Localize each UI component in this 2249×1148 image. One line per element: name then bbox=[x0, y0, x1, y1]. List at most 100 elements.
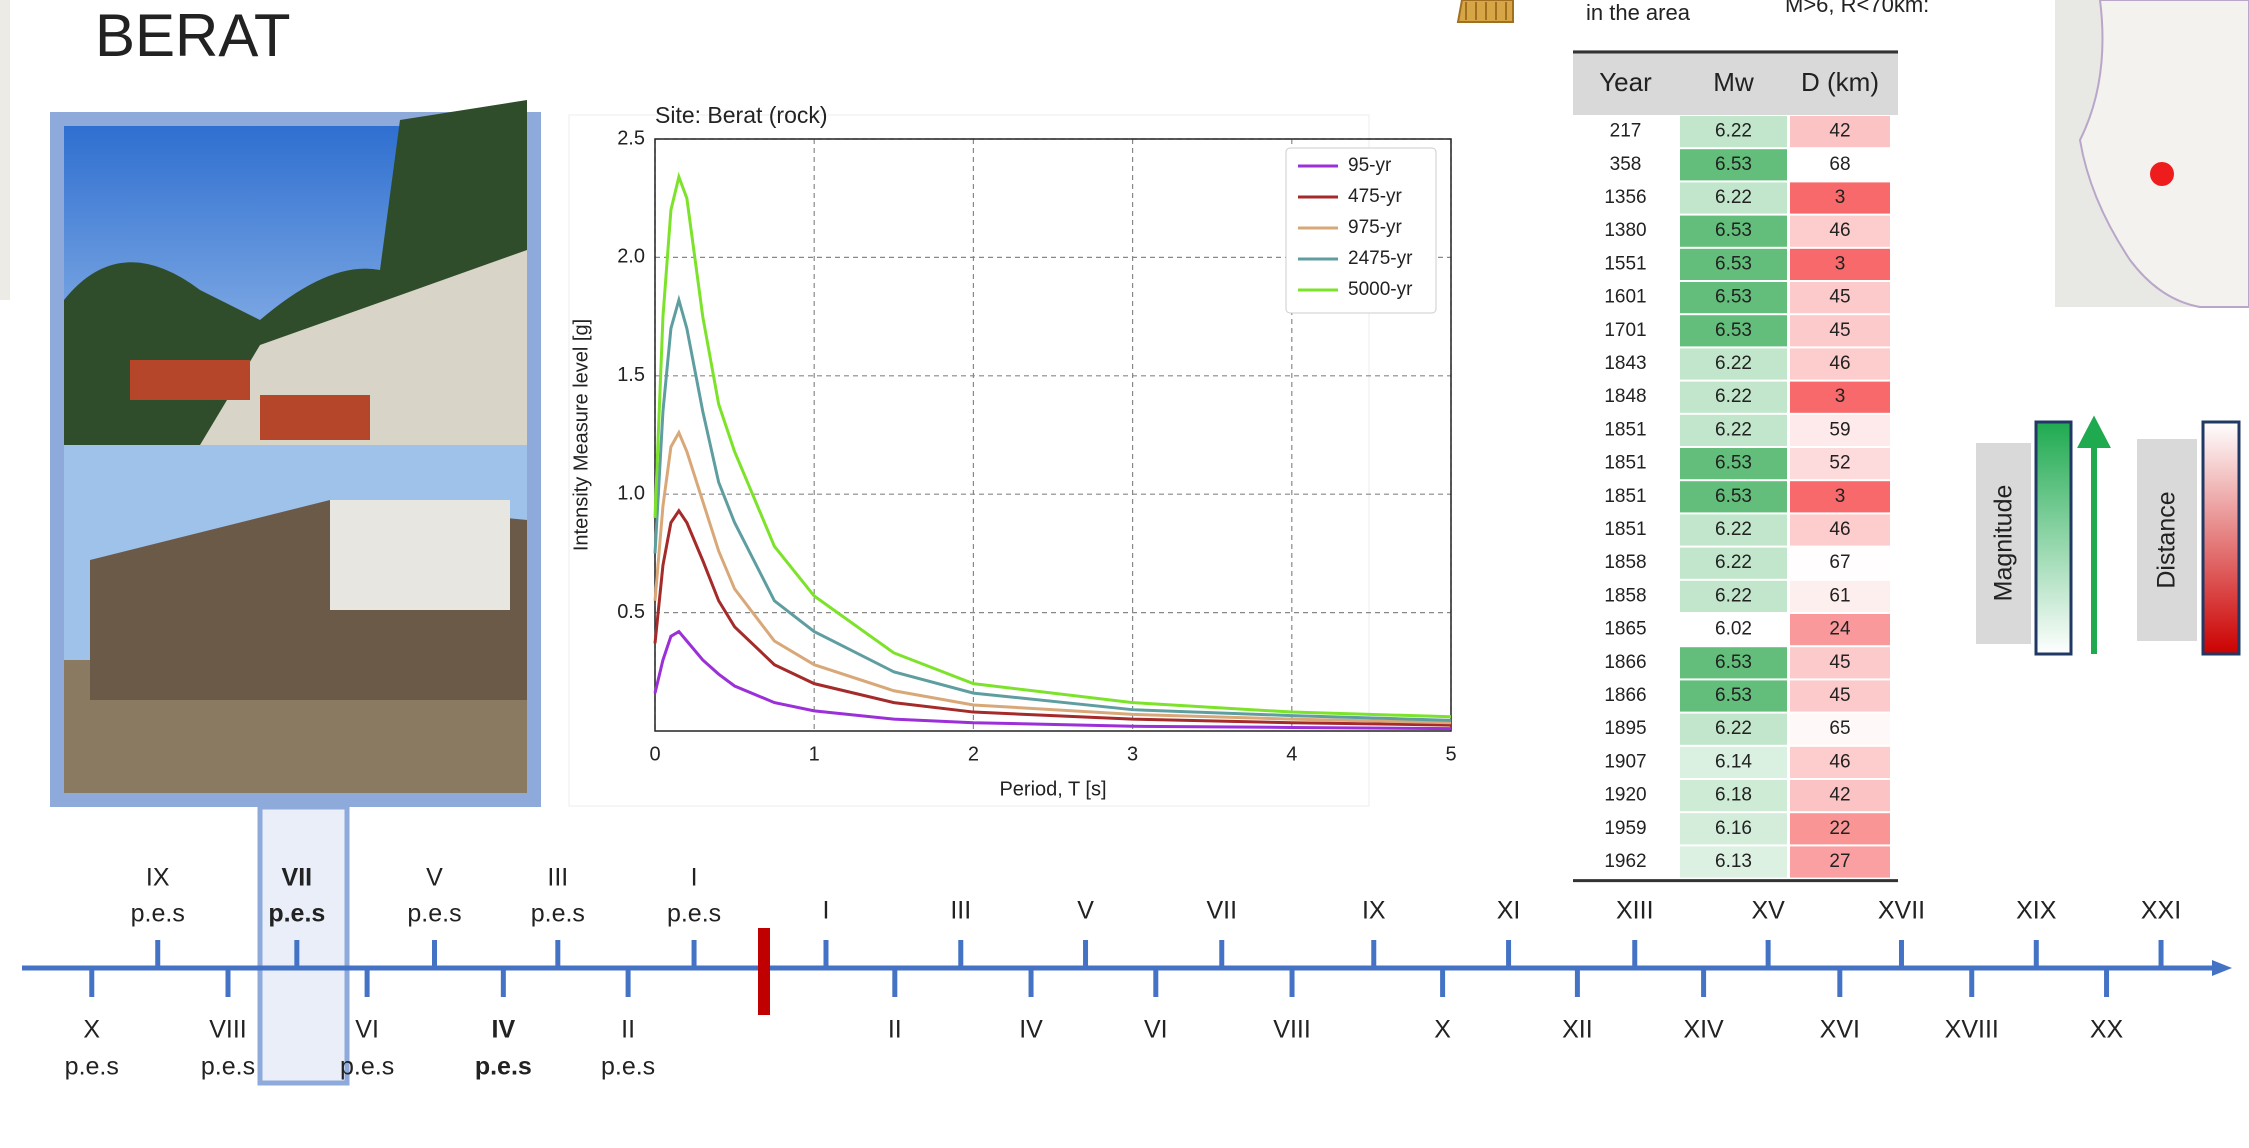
table-cell: 1858 bbox=[1604, 585, 1646, 606]
table-cell: 1851 bbox=[1604, 453, 1646, 474]
table-cell: 3 bbox=[1835, 253, 1846, 274]
century-label: XIII bbox=[1616, 897, 1654, 925]
century-label: VIII bbox=[1273, 1016, 1311, 1044]
d-cell bbox=[1790, 414, 1890, 446]
table-cell: 6.22 bbox=[1715, 552, 1752, 573]
table-header-bg bbox=[1573, 50, 1898, 115]
table-cell: 358 bbox=[1610, 154, 1642, 175]
x-tick-label: 0 bbox=[649, 743, 660, 765]
mw-cell bbox=[1680, 846, 1787, 878]
table-cell: 1356 bbox=[1604, 187, 1646, 208]
table-cell: 6.53 bbox=[1715, 685, 1752, 706]
mw-cell bbox=[1680, 713, 1787, 745]
era-suffix: p.e.s bbox=[407, 900, 461, 928]
era-suffix: p.e.s bbox=[268, 900, 325, 928]
era-numeral: II bbox=[621, 1016, 635, 1044]
d-cell bbox=[1790, 713, 1890, 745]
mw-cell bbox=[1680, 514, 1787, 546]
mw-cell bbox=[1680, 481, 1787, 513]
table-cell: 6.22 bbox=[1715, 386, 1752, 407]
d-cell bbox=[1790, 846, 1890, 878]
era-divider bbox=[758, 928, 770, 1015]
y-tick-label: 2.5 bbox=[617, 127, 645, 149]
d-cell bbox=[1790, 547, 1890, 579]
table-cell: 6.02 bbox=[1715, 619, 1752, 640]
roof bbox=[260, 395, 370, 440]
mw-cell bbox=[1680, 182, 1787, 214]
note-criteria: M>6, R<70km: bbox=[1785, 0, 1929, 17]
table-cell: 67 bbox=[1829, 552, 1850, 573]
site-marker bbox=[2150, 162, 2174, 186]
era-numeral: VI bbox=[355, 1016, 379, 1044]
distance-key-bg bbox=[2137, 439, 2197, 641]
table-cell: 1907 bbox=[1604, 751, 1646, 772]
table-cell: 1380 bbox=[1604, 220, 1646, 241]
magnitude-bar bbox=[2034, 420, 2073, 656]
monument-icon bbox=[1456, 0, 1514, 23]
table-cell: 46 bbox=[1829, 519, 1850, 540]
era-numeral: VIII bbox=[209, 1016, 247, 1044]
table-cell: 6.53 bbox=[1715, 287, 1752, 308]
century-label: X bbox=[1434, 1016, 1451, 1044]
century-label: IX bbox=[1362, 897, 1386, 925]
table-cell: 1866 bbox=[1604, 652, 1646, 673]
era-suffix: p.e.s bbox=[531, 900, 585, 928]
table-cell: 1959 bbox=[1604, 818, 1646, 839]
d-cell bbox=[1790, 614, 1890, 646]
series-line bbox=[653, 429, 1452, 725]
table-header: Year bbox=[1599, 67, 1652, 97]
century-label: XV bbox=[1751, 897, 1785, 925]
x-tick-label: 2 bbox=[968, 743, 979, 765]
table-cell: 6.22 bbox=[1715, 718, 1752, 739]
mw-cell bbox=[1680, 813, 1787, 845]
d-cell bbox=[1790, 680, 1890, 712]
distance-bar bbox=[2201, 420, 2241, 656]
table-cell: 45 bbox=[1829, 287, 1850, 308]
legend-label: 475-yr bbox=[1348, 186, 1403, 207]
table-cell: 6.53 bbox=[1715, 220, 1752, 241]
plot-frame bbox=[654, 138, 1452, 732]
century-label: XVIII bbox=[1945, 1016, 1999, 1044]
table-cell: 1920 bbox=[1604, 785, 1646, 806]
upper-floor bbox=[330, 500, 510, 610]
century-label: III bbox=[950, 897, 971, 925]
d-cell bbox=[1790, 248, 1890, 280]
d-cell bbox=[1790, 348, 1890, 380]
table-cell: 65 bbox=[1829, 718, 1850, 739]
table-cell: 6.53 bbox=[1715, 652, 1752, 673]
x-tick-label: 5 bbox=[1445, 743, 1456, 765]
mw-cell bbox=[1680, 414, 1787, 446]
magnitude-key-label: Magnitude bbox=[1990, 485, 2018, 602]
chart-title: Site: Berat (rock) bbox=[655, 102, 828, 128]
mw-cell bbox=[1680, 780, 1787, 812]
table-cell: 45 bbox=[1829, 685, 1850, 706]
mw-cell bbox=[1680, 614, 1787, 646]
d-cell bbox=[1790, 481, 1890, 513]
table-cell: 45 bbox=[1829, 652, 1850, 673]
x-tick-label: 3 bbox=[1127, 743, 1138, 765]
mw-cell bbox=[1680, 448, 1787, 480]
table-header: Mw bbox=[1713, 67, 1754, 97]
table-cell: 1851 bbox=[1604, 419, 1646, 440]
table-cell: 6.16 bbox=[1715, 818, 1752, 839]
mw-cell bbox=[1680, 381, 1787, 413]
century-label: XVI bbox=[1820, 1016, 1860, 1044]
d-cell bbox=[1790, 780, 1890, 812]
legend-label: 2475-yr bbox=[1348, 248, 1413, 269]
series-line bbox=[653, 508, 1452, 727]
era-numeral: I bbox=[691, 864, 698, 892]
x-tick-label: 1 bbox=[809, 743, 820, 765]
table-cell: 1551 bbox=[1604, 253, 1646, 274]
table-cell: 6.53 bbox=[1715, 486, 1752, 507]
table-cell: 1895 bbox=[1604, 718, 1646, 739]
table-cell: 24 bbox=[1829, 619, 1851, 640]
table-cell: 46 bbox=[1829, 353, 1850, 374]
roof bbox=[130, 360, 250, 400]
era-numeral: IV bbox=[492, 1016, 516, 1044]
table-cell: 6.22 bbox=[1715, 419, 1752, 440]
era-suffix: p.e.s bbox=[475, 1053, 532, 1081]
table-cell: 6.22 bbox=[1715, 187, 1752, 208]
century-label: V bbox=[1077, 897, 1094, 925]
era-suffix: p.e.s bbox=[131, 900, 185, 928]
